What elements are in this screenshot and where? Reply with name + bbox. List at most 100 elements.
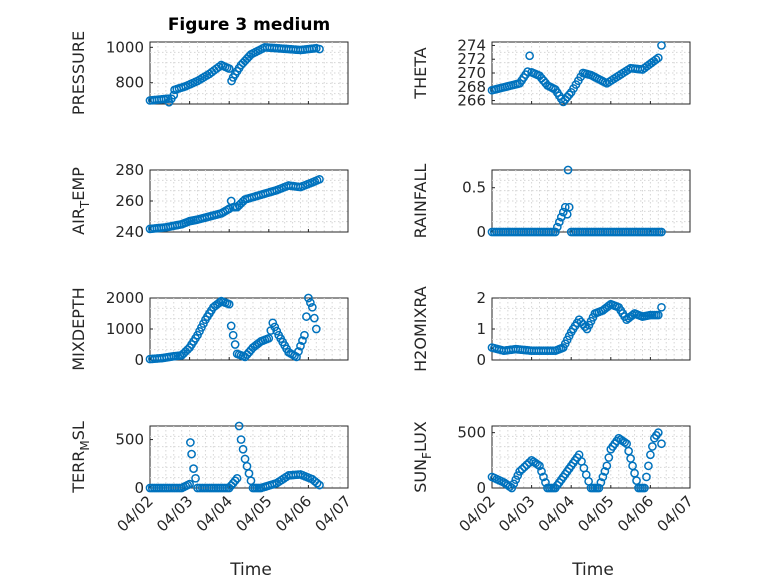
y-tick-label: 0 <box>476 351 486 369</box>
y-tick-label: 800 <box>115 74 144 92</box>
data-point <box>185 479 194 489</box>
data-point <box>594 483 604 493</box>
y-tick-label: 0 <box>134 351 144 369</box>
data-point <box>306 298 315 307</box>
data-point <box>234 421 244 431</box>
data-point <box>309 313 319 323</box>
y-tick-label: 260 <box>115 192 144 210</box>
y-tick-label: 0 <box>476 479 486 497</box>
data-point <box>302 312 311 321</box>
data-point <box>214 298 224 307</box>
data-point <box>292 352 301 362</box>
data-point <box>268 318 278 328</box>
y-axis-label: PRESSURE <box>69 31 88 115</box>
y-axis-label: MIXDEPTH <box>69 287 88 370</box>
data-point <box>552 222 562 232</box>
data-point <box>232 473 242 483</box>
y-tick-label: 0.5 <box>462 179 486 197</box>
x-tick-label: 04/04 <box>193 492 236 535</box>
y-tick-label: 2 <box>476 289 486 307</box>
x-tick-label: 04/03 <box>495 492 538 535</box>
data-point <box>308 302 317 312</box>
x-tick-label: 04/02 <box>114 492 157 535</box>
y-tick-label: 500 <box>115 431 144 449</box>
chart-title: Figure 3 medium <box>168 15 330 35</box>
subplot-mixdepth: 0 1000 2000 MIXDEPTH <box>69 287 349 371</box>
data-point <box>315 174 324 184</box>
data-point <box>226 321 236 331</box>
data-point <box>564 90 574 100</box>
y-tick-label: 274 <box>457 36 486 54</box>
y-tick-label: 0 <box>476 223 486 241</box>
data-point <box>551 227 560 237</box>
data-point <box>657 302 666 312</box>
data-point <box>189 464 198 473</box>
data-point <box>298 336 307 345</box>
y-tick-label: 272 <box>457 50 486 68</box>
data-point <box>522 460 532 470</box>
data-point <box>300 330 309 340</box>
data-point <box>604 453 614 462</box>
y-tick-label: 280 <box>115 161 144 179</box>
data-point <box>628 310 637 320</box>
data-point <box>230 340 240 349</box>
y-axis-label: TERRMSL <box>69 421 92 494</box>
y-tick-label: 0 <box>134 479 144 497</box>
data-point <box>517 464 527 474</box>
data-point <box>602 461 612 471</box>
y-tick-label: 240 <box>115 223 144 241</box>
data-point <box>315 44 324 54</box>
data-point <box>520 462 529 472</box>
data-point <box>230 476 240 486</box>
data-point <box>191 473 200 483</box>
data-point <box>311 324 321 334</box>
data-point <box>272 326 282 336</box>
x-axis-label-left: Time <box>229 560 272 580</box>
data-point <box>525 51 534 61</box>
x-tick-label: 04/04 <box>535 492 578 535</box>
y-tick-label: 1000 <box>106 320 144 338</box>
data-point <box>598 472 608 482</box>
data-point <box>304 293 313 303</box>
data-point <box>653 428 663 437</box>
x-tick-label: 04/03 <box>153 492 196 535</box>
data-point <box>238 444 248 454</box>
subplot-h2omixra: 0 1 2 H2OMIXRA <box>411 286 691 372</box>
data-point <box>296 341 305 351</box>
data-point <box>224 299 234 309</box>
data-point <box>264 333 274 343</box>
y-axis-label: THETA <box>411 47 430 99</box>
data-point <box>507 483 517 493</box>
data-point <box>554 217 564 227</box>
data-point <box>604 301 614 311</box>
data-point <box>657 439 666 449</box>
y-axis-label: H2OMIXRA <box>411 286 430 372</box>
data-point <box>563 165 573 175</box>
data-point <box>539 472 548 482</box>
data-point <box>537 467 546 476</box>
x-tick-label: 04/06 <box>272 492 315 535</box>
data-point <box>564 202 574 212</box>
x-tick-label: 04/02 <box>456 492 499 535</box>
y-tick-label: 1000 <box>106 38 144 56</box>
y-axis-label: AIRTEMP <box>69 167 92 235</box>
x-tick-label: 04/07 <box>654 492 697 535</box>
data-point <box>653 310 663 320</box>
data-point <box>535 461 544 471</box>
data-point <box>653 53 663 63</box>
data-point <box>648 442 657 451</box>
data-point <box>644 461 653 471</box>
data-point <box>642 472 651 482</box>
x-tick-label: 04/06 <box>614 492 657 535</box>
y-axis-label: RAINFALL <box>411 164 430 239</box>
x-tick-label: 04/07 <box>312 492 355 535</box>
data-point <box>620 437 630 447</box>
data-point <box>186 438 195 447</box>
data-point <box>646 450 655 460</box>
y-tick-label: 1 <box>476 320 486 338</box>
data-point <box>509 479 519 489</box>
subplot-pressure: Figure 3 medium 800 1000 PRESSURE <box>69 15 349 115</box>
